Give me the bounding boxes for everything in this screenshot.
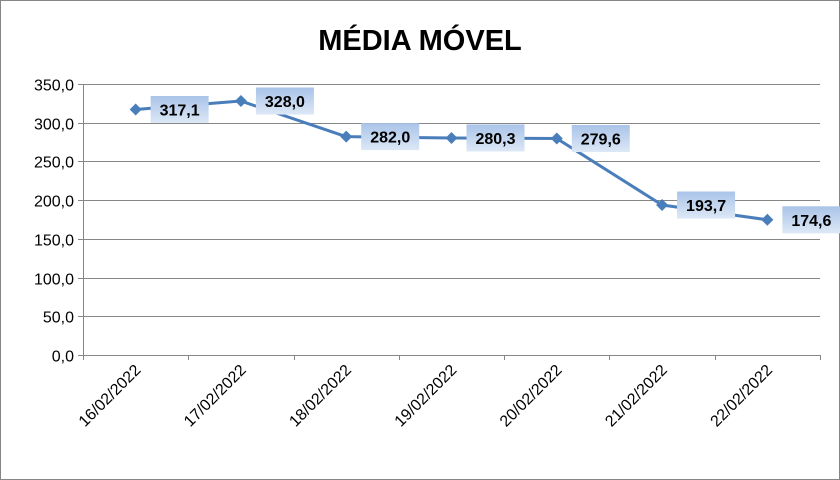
- y-tick-label: 300,0: [34, 117, 74, 134]
- data-label-box: [677, 191, 736, 219]
- data-point-marker: [129, 103, 142, 116]
- data-point-marker: [340, 130, 353, 143]
- data-label: 174,6: [791, 213, 831, 230]
- data-label-box: [150, 95, 209, 123]
- data-label: 282,0: [370, 130, 410, 147]
- y-tick-label: 250,0: [34, 155, 74, 172]
- data-label-box: [466, 124, 525, 152]
- data-label: 280,3: [475, 131, 515, 148]
- data-label: 279,6: [581, 132, 621, 149]
- data-label: 328,0: [265, 94, 305, 111]
- y-tick-label: 200,0: [34, 194, 74, 211]
- data-label-box: [361, 123, 420, 151]
- y-tick-label: 350,0: [34, 78, 74, 95]
- data-label-box: [571, 125, 630, 153]
- data-point-marker: [761, 213, 774, 226]
- chart-title: MÉDIA MÓVEL: [318, 23, 522, 57]
- data-label: 193,7: [686, 198, 726, 215]
- data-point-marker: [445, 131, 458, 144]
- y-tick-label: 0,0: [52, 349, 74, 366]
- y-tick-label: 150,0: [34, 233, 74, 250]
- data-label: 317,1: [160, 102, 200, 119]
- data-label-box: [782, 206, 840, 234]
- data-point-marker: [234, 95, 247, 108]
- data-point-marker: [550, 132, 563, 145]
- data-point-marker: [656, 199, 669, 212]
- y-tick-label: 50,0: [43, 310, 74, 327]
- data-label-box: [255, 87, 314, 115]
- y-tick-label: 100,0: [34, 272, 74, 289]
